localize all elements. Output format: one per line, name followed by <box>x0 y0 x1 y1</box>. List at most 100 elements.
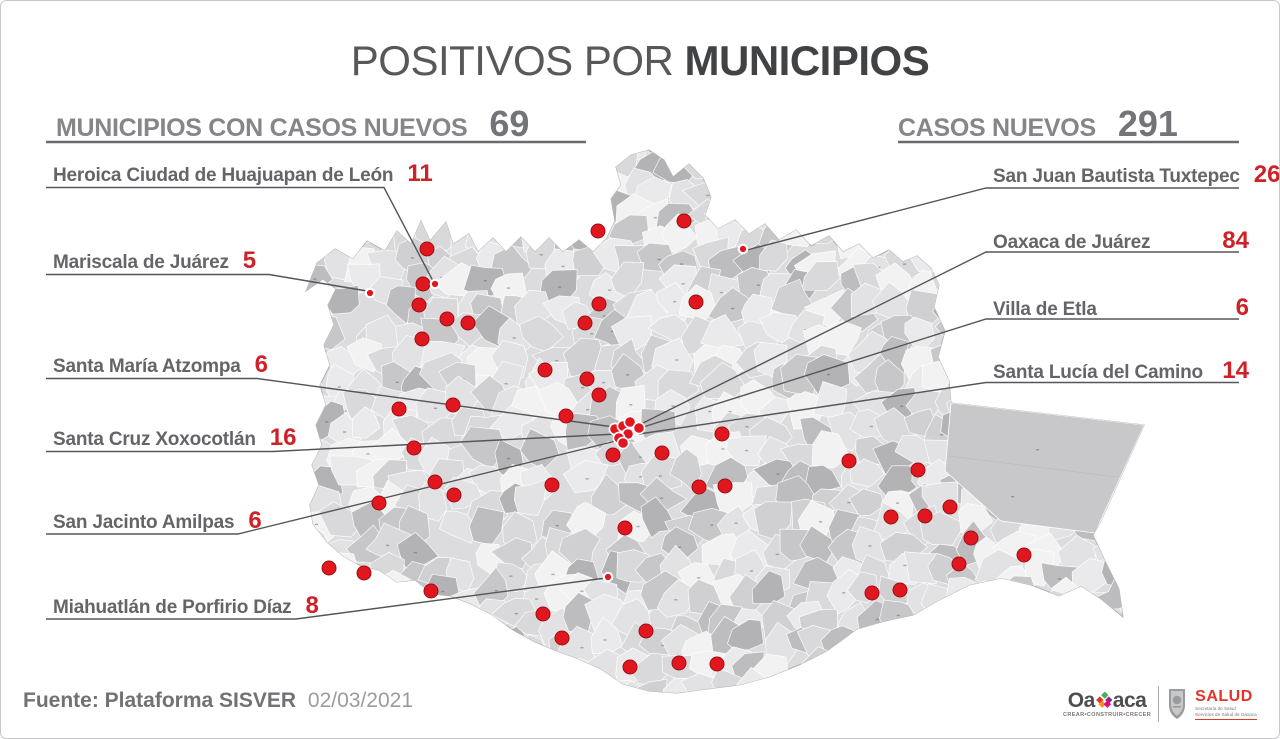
case-dot <box>917 508 933 524</box>
case-dot <box>321 560 337 576</box>
callout-leader-line <box>636 318 1239 430</box>
salud-subtitle-1: Secretaría de Salud <box>1195 706 1236 712</box>
oaxaca-coat-of-arms-icon <box>1169 689 1186 719</box>
callout-santa-lucia: Santa Lucía del Camino 14 <box>993 357 1249 385</box>
oaxaca-tagline: CREAR•CONSTRUIR•CRECER <box>1063 711 1152 718</box>
right-header-value: 291 <box>1117 103 1178 144</box>
case-dot-cluster <box>616 436 630 450</box>
oaxaca-x-diamonds-icon <box>1095 692 1112 709</box>
callout-value: 84 <box>1222 227 1249 254</box>
header-casos-nuevos: CASOS NUEVOS 291 <box>898 103 1178 145</box>
case-dot <box>427 474 443 490</box>
callout-value: 16 <box>269 424 297 451</box>
case-dot <box>1016 547 1032 563</box>
callout-leader-line <box>46 433 618 453</box>
case-dot <box>445 397 461 413</box>
case-dot <box>617 520 633 536</box>
case-dot <box>951 556 967 572</box>
callout-villa-de-etla: Villa de Etla 6 <box>993 294 1249 322</box>
case-dot-target <box>429 278 441 290</box>
right-header-label: CASOS NUEVOS <box>898 114 1096 142</box>
case-dot <box>892 582 908 598</box>
case-dot <box>910 462 926 478</box>
case-dot <box>391 401 407 417</box>
callout-mariscala: Mariscala de Juárez 5 <box>53 247 256 275</box>
case-dot <box>590 223 606 239</box>
case-dot <box>371 495 387 511</box>
callout-xoxocotlan: Santa Cruz Xoxocotlán 16 <box>53 424 296 452</box>
case-dot <box>579 371 595 387</box>
case-dot <box>558 408 574 424</box>
callout-leader-line <box>746 187 1239 251</box>
callout-value: 14 <box>1222 357 1249 384</box>
callout-value: 6 <box>1235 294 1249 321</box>
oaxaca-logo: Oa aca CREAR•CONSTRUIR•CRECER <box>1063 690 1151 719</box>
case-dot <box>356 565 372 581</box>
case-dot <box>691 479 707 495</box>
logo-divider <box>1158 686 1160 722</box>
header-municipios-con-casos-nuevos: MUNICIPIOS CON CASOS NUEVOS 69 <box>56 103 529 145</box>
callout-leader-line <box>46 377 615 428</box>
callout-leader-line <box>640 251 1239 425</box>
case-dot <box>439 311 455 327</box>
case-dot <box>414 331 430 347</box>
case-dot <box>406 440 422 456</box>
case-dot-cluster <box>632 421 646 435</box>
case-dot <box>605 447 621 463</box>
callout-name: San Jacinto Amilpas <box>53 512 235 533</box>
case-dot <box>676 213 692 229</box>
callout-san-jacinto: San Jacinto Amilpas 6 <box>53 507 262 535</box>
case-dot <box>622 659 638 675</box>
case-dot <box>963 530 979 546</box>
oaxaca-logo-suffix: aca <box>1112 688 1147 712</box>
callout-value: 6 <box>254 351 269 378</box>
callout-leader-line <box>46 273 368 292</box>
case-dot <box>942 499 958 515</box>
case-dot <box>717 478 733 494</box>
case-dot <box>577 315 593 331</box>
case-dot <box>654 445 670 461</box>
case-dot-target <box>737 243 749 255</box>
page-title: POSITIVOS POR MUNICIPIOS <box>1 37 1279 85</box>
callout-leader-line <box>638 381 1239 435</box>
title-bold: MUNICIPIOS <box>684 37 930 84</box>
source-label: Fuente: Plataforma SISVER <box>23 689 297 712</box>
callout-oaxaca-de-juarez: Oaxaca de Juárez 84 <box>993 227 1249 255</box>
callout-tuxtepec: San Juan Bautista Tuxtepec 26 <box>993 161 1279 189</box>
callout-name: Villa de Etla <box>993 299 1097 320</box>
salud-wordmark: SALUD <box>1195 688 1253 706</box>
case-dot <box>446 487 462 503</box>
callout-name: Miahuatlán de Porfirio Díaz <box>53 597 292 618</box>
case-dot <box>423 583 439 599</box>
case-dot <box>671 655 687 671</box>
case-dot-cluster <box>623 415 637 429</box>
callout-leader-line <box>46 577 607 620</box>
case-dot <box>419 241 435 257</box>
callout-value: 11 <box>407 160 433 187</box>
callout-value: 26 <box>1253 161 1280 188</box>
callout-value: 6 <box>248 507 262 534</box>
case-dot <box>883 509 899 525</box>
case-dot <box>591 387 607 403</box>
callout-name: Oaxaca de Juárez <box>993 232 1151 253</box>
case-dot <box>460 315 476 331</box>
left-header-label: MUNICIPIOS CON CASOS NUEVOS <box>56 114 468 142</box>
case-dot <box>709 656 725 672</box>
case-dot <box>554 630 570 646</box>
callout-name: San Juan Bautista Tuxtepec <box>993 166 1240 187</box>
logo-strip: Oa aca CREAR•CONSTRUIR•CRECER SALUD Secr… <box>1063 681 1268 727</box>
case-dot <box>864 585 880 601</box>
case-dot <box>688 294 704 310</box>
case-dot <box>841 453 857 469</box>
salud-rule <box>1195 718 1257 720</box>
left-header-value: 69 <box>489 103 530 144</box>
callout-huajuapan: Heroica Ciudad de Huajuapan de León 11 <box>53 160 433 188</box>
case-dot <box>411 297 427 313</box>
case-dot <box>537 362 553 378</box>
case-dot <box>591 296 607 312</box>
case-dot <box>535 606 551 622</box>
source-date: 02/03/2021 <box>307 689 414 712</box>
callout-name: Santa Cruz Xoxocotlán <box>53 429 256 450</box>
